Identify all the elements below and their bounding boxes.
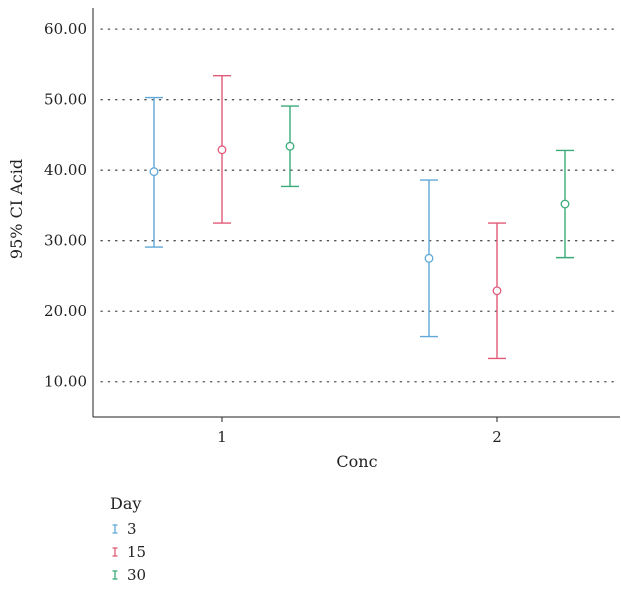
series-layer <box>145 74 574 360</box>
axes-layer <box>92 8 620 422</box>
legend-items: 3 15 30 <box>112 520 146 584</box>
legend-item-day-30: 30 <box>112 566 146 584</box>
y-axis-title: 95% CI Acid <box>7 159 26 259</box>
mean-point <box>285 141 295 151</box>
x-axis-title: Conc <box>336 452 377 471</box>
series-day-3 <box>145 96 438 338</box>
y-tick-label: 40.00 <box>44 161 87 179</box>
y-tick-label: 30.00 <box>44 232 87 250</box>
legend-title: Day <box>110 494 141 513</box>
y-tick-label: 20.00 <box>44 302 87 320</box>
mean-point <box>424 253 434 263</box>
mean-point <box>149 167 159 177</box>
mean-point <box>492 286 502 296</box>
legend-item-day-3: 3 <box>112 520 137 538</box>
legend: Day 3 15 30 <box>110 494 146 584</box>
y-tick-labels: 10.00 20.00 30.00 40.00 50.00 60.00 <box>44 20 87 391</box>
x-tick-label: 1 <box>217 428 227 446</box>
grid-layer <box>100 28 616 383</box>
series-day-15 <box>213 74 506 360</box>
legend-label: 15 <box>127 543 146 561</box>
legend-label: 3 <box>127 520 137 538</box>
legend-item-day-15: 15 <box>112 543 146 561</box>
y-tick-label: 50.00 <box>44 91 87 109</box>
legend-label: 30 <box>127 566 146 584</box>
series-day-30 <box>281 105 574 259</box>
x-tick-label: 2 <box>492 428 502 446</box>
y-tick-label: 60.00 <box>44 20 87 38</box>
y-tick-label: 10.00 <box>44 373 87 391</box>
mean-point <box>560 199 570 209</box>
mean-point <box>217 145 227 155</box>
